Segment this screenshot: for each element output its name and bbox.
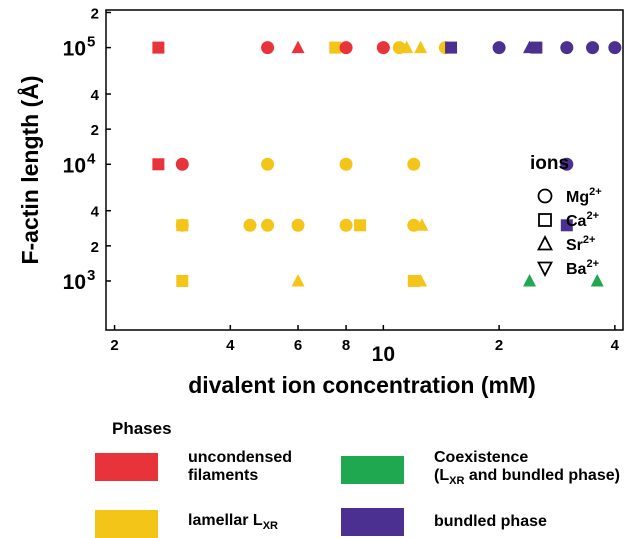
data-point-ca xyxy=(176,274,189,287)
ion-legend-marker-ba xyxy=(537,261,553,277)
phase-label-lamellar: lamellar LXR xyxy=(188,512,278,533)
phase-label-bundled: bundled phase xyxy=(434,513,547,530)
data-point-mg xyxy=(261,157,275,171)
ion-legend-marker-ca xyxy=(538,213,552,227)
data-point-sr xyxy=(415,218,429,231)
phase-item-coexistence: Coexistence (LXR and bundled phase) xyxy=(341,449,620,490)
y-tick-label: 2 xyxy=(91,5,99,22)
y-tick-label: 10 xyxy=(63,154,86,177)
y-tick-exponent: 4 xyxy=(87,150,96,167)
ion-legend-title: ions xyxy=(530,153,569,174)
ion-legend-marker-mg xyxy=(537,188,553,204)
data-point-ca xyxy=(530,41,543,54)
data-point-mg xyxy=(492,41,506,55)
data-point-ca xyxy=(329,41,342,54)
y-tick-exponent: 3 xyxy=(87,267,95,284)
data-point-sr xyxy=(414,273,428,287)
x-axis-title: divalent ion concentration (mM) xyxy=(188,372,536,398)
y-tick-label: 10 xyxy=(63,38,86,61)
phases-title: Phases xyxy=(112,419,172,438)
phase-swatch-coexistence xyxy=(341,455,404,484)
data-point-sr xyxy=(590,273,604,287)
data-point-mg xyxy=(261,41,275,55)
data-points xyxy=(152,40,622,287)
x-tick-label: 2 xyxy=(110,337,118,354)
phase-item-uncondensed: uncondensed filaments xyxy=(95,449,292,485)
data-point-mg xyxy=(243,218,257,232)
x-tick-label: 10 xyxy=(372,343,395,366)
phase-label-uncondensed: uncondensed filaments xyxy=(188,449,293,484)
data-point-mg xyxy=(339,157,353,171)
data-point-mg xyxy=(608,41,622,55)
x-axis: 246810246810024 xyxy=(110,325,620,366)
data-point-ca xyxy=(354,219,367,232)
data-point-mg xyxy=(339,218,353,232)
phases-legend: Phases uncondensed filaments Coexistence… xyxy=(0,412,627,538)
ion-legend-marker-sr xyxy=(537,235,553,251)
data-point-ca xyxy=(152,41,165,54)
data-point-mg xyxy=(560,41,574,55)
ion-legend: ions Mg2+ Ca2+ Sr2+ Ba2+ xyxy=(530,153,602,278)
data-point-sr xyxy=(291,273,305,287)
x-tick-label: 6 xyxy=(294,337,302,354)
y-tick-label: 2 xyxy=(91,239,99,256)
x-tick-label: 4 xyxy=(611,337,620,354)
ion-legend-label-ba: Ba2+ xyxy=(566,258,599,278)
ion-legend-label-ca: Ca2+ xyxy=(566,210,599,230)
x-tick-label: 4 xyxy=(226,337,235,354)
plot-frame xyxy=(105,9,624,331)
x-tick-label: 8 xyxy=(342,337,350,354)
y-axis-title: F-actin length (Å) xyxy=(16,75,43,264)
data-point-mg xyxy=(560,157,574,171)
phase-label-coexistence: Coexistence (LXR and bundled phase) xyxy=(434,449,620,488)
y-tick-label: 2 xyxy=(91,122,99,139)
data-point-mg xyxy=(407,157,421,171)
data-point-mg xyxy=(261,218,275,232)
data-point-ca xyxy=(152,158,165,171)
y-tick-label: 4 xyxy=(91,204,100,221)
data-point-mg xyxy=(291,218,305,232)
data-point-mg xyxy=(376,41,390,55)
phase-swatch-bundled xyxy=(341,508,404,536)
phase-item-bundled: bundled phase xyxy=(341,508,547,536)
data-point-ca xyxy=(445,41,458,54)
y-tick-label: 4 xyxy=(91,87,100,104)
data-point-sr xyxy=(523,273,537,287)
data-point-ca xyxy=(560,219,573,232)
phase-swatch-lamellar xyxy=(95,510,158,538)
data-point-sr xyxy=(400,40,414,54)
phase-swatch-uncondensed xyxy=(95,453,158,481)
y-tick-label: 10 xyxy=(63,271,86,294)
data-point-mg xyxy=(175,218,189,232)
x-tick-label: 2 xyxy=(495,337,503,354)
data-point-mg xyxy=(175,157,189,171)
data-point-sr xyxy=(291,40,305,54)
phase-item-lamellar: lamellar LXR xyxy=(95,510,278,538)
data-point-sr xyxy=(414,40,428,54)
y-tick-exponent: 5 xyxy=(87,34,95,51)
ion-legend-label-mg: Mg2+ xyxy=(566,186,602,206)
data-point-mg xyxy=(586,41,600,55)
data-point-mg xyxy=(339,41,353,55)
ion-legend-label-sr: Sr2+ xyxy=(566,234,595,254)
